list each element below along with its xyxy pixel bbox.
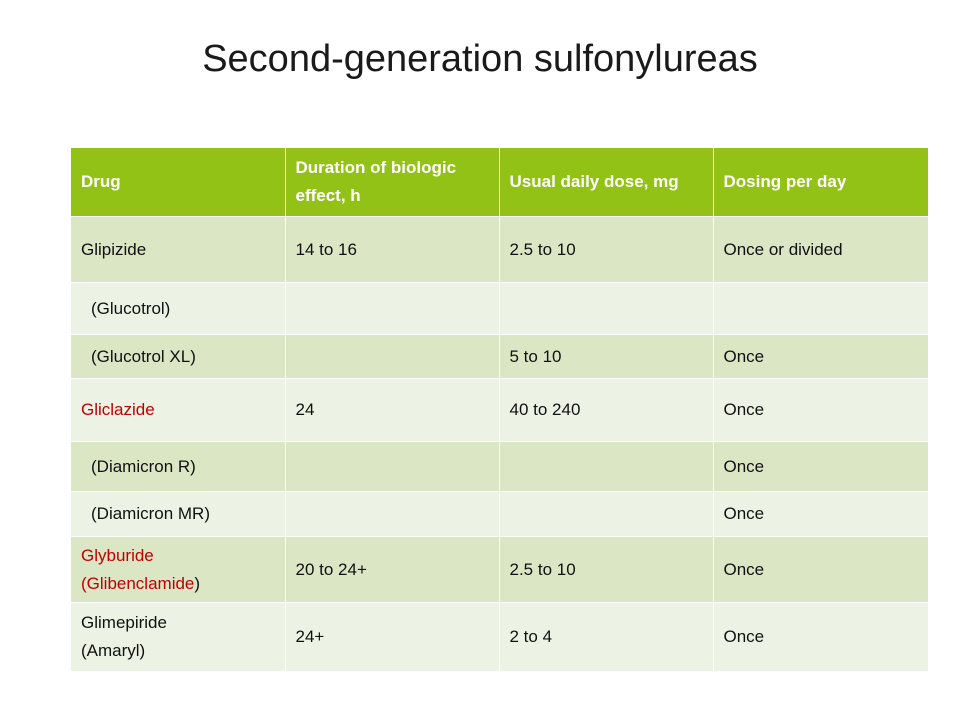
drug-alt-name: (Glibenclamide (81, 573, 195, 593)
table-row: Gliclazide 24 40 to 240 Once (71, 378, 928, 442)
table-row: Glyburide (Glibenclamide) 20 to 24+ 2.5 … (71, 536, 928, 603)
cell-duration (285, 282, 500, 335)
sulfonylureas-table: Drug Duration of biologic effect, h Usua… (71, 148, 928, 671)
header-duration: Duration of biologic effect, h (285, 148, 500, 217)
cell-duration: 24 (285, 378, 500, 442)
drug-alt-name-close: ) (194, 573, 201, 593)
cell-drug: Glyburide (Glibenclamide) (71, 536, 286, 603)
cell-drug: (Glucotrol XL) (71, 334, 286, 379)
table-row: Glimepiride (Amaryl) 24+ 2 to 4 Once (71, 602, 928, 671)
cell-dosing: Once (713, 378, 928, 442)
cell-dose: 2.5 to 10 (499, 216, 714, 283)
drug-name: Glyburide (81, 545, 154, 565)
cell-dosing: Once (713, 602, 928, 671)
cell-duration (285, 334, 500, 379)
slide-title: Second-generation sulfonylureas (202, 38, 758, 80)
cell-dose: 5 to 10 (499, 334, 714, 379)
drug-brand-name: (Amaryl) (81, 640, 146, 660)
cell-drug: Glipizide (71, 216, 286, 283)
cell-drug: (Diamicron R) (71, 441, 286, 492)
cell-dosing: Once or divided (713, 216, 928, 283)
cell-drug: (Diamicron MR) (71, 491, 286, 537)
cell-dosing: Once (713, 334, 928, 379)
table-row: Glipizide 14 to 16 2.5 to 10 Once or div… (71, 216, 928, 283)
cell-dosing (713, 282, 928, 335)
cell-dose: 40 to 240 (499, 378, 714, 442)
cell-dosing: Once (713, 536, 928, 603)
cell-dose (499, 441, 714, 492)
cell-duration: 14 to 16 (285, 216, 500, 283)
cell-dose (499, 491, 714, 537)
cell-drug: (Glucotrol) (71, 282, 286, 335)
table-row: (Diamicron MR) Once (71, 491, 928, 537)
drug-name: Glimepiride (81, 612, 167, 632)
cell-dose: 2.5 to 10 (499, 536, 714, 603)
header-dose: Usual daily dose, mg (499, 148, 714, 217)
header-dosing: Dosing per day (713, 148, 928, 217)
table-header-row: Drug Duration of biologic effect, h Usua… (71, 148, 928, 217)
cell-dosing: Once (713, 491, 928, 537)
table-row: (Glucotrol) (71, 282, 928, 335)
cell-duration: 24+ (285, 602, 500, 671)
cell-dose (499, 282, 714, 335)
cell-dose: 2 to 4 (499, 602, 714, 671)
cell-dosing: Once (713, 441, 928, 492)
header-drug: Drug (71, 148, 286, 217)
cell-drug: Gliclazide (71, 378, 286, 442)
cell-duration (285, 491, 500, 537)
cell-duration (285, 441, 500, 492)
cell-drug: Glimepiride (Amaryl) (71, 602, 286, 671)
table-row: (Glucotrol XL) 5 to 10 Once (71, 334, 928, 379)
table-row: (Diamicron R) Once (71, 441, 928, 492)
cell-duration: 20 to 24+ (285, 536, 500, 603)
